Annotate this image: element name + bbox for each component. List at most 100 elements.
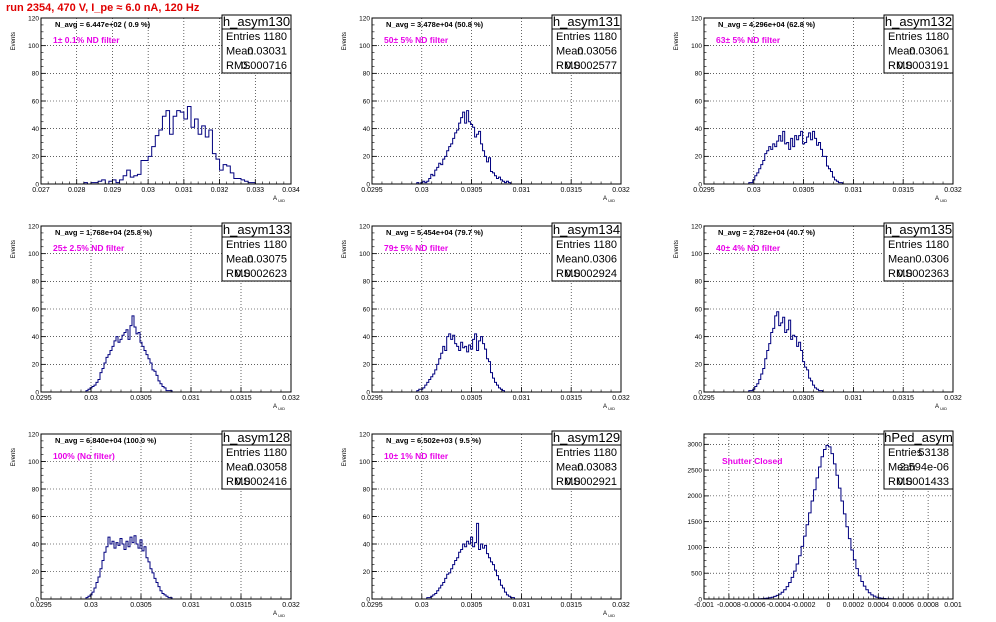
x-tick-label: 0.0295	[361, 395, 383, 402]
stats-label: RMS	[556, 268, 580, 280]
x-tick-label: 0.0295	[361, 602, 383, 609]
stats-box-frame	[221, 430, 292, 490]
stats-value: 0.03056	[577, 46, 617, 58]
x-tick-label: 0.032	[612, 602, 630, 609]
y-tick-label: 100	[28, 459, 39, 466]
x-tick-label: 0.0315	[230, 395, 252, 402]
y-tick-label: 100	[28, 251, 39, 258]
y-tick-label: 60	[32, 98, 40, 105]
x-axis-title: A UID	[935, 196, 947, 203]
x-tick-label: 0.032	[282, 395, 300, 402]
histogram-panel-h_asym129: 0 20 40 60 80 100 120 0.0295 0.03 0.0305 0.031 0.03…	[342, 430, 630, 618]
x-tick-label: 0.0305	[793, 187, 815, 194]
y-tick-label: 0	[35, 389, 39, 396]
x-axis-title: A UID	[603, 196, 615, 203]
y-tick-label: 0	[366, 596, 370, 603]
x-tick-label: 0.032	[211, 187, 229, 194]
x-tick-label: 0.031	[513, 602, 531, 609]
y-tick-label: 60	[695, 306, 703, 313]
x-tick-label: 0.028	[68, 187, 86, 194]
x-tick-label: 0.032	[612, 187, 630, 194]
histogram-panel-h_asym134: 0 20 40 60 80 100 120 0.0295 0.03 0.0305 0.031 0.03…	[342, 222, 630, 411]
n-avg-label: N_avg = 4.296e+04 (62.8 %)	[718, 20, 816, 29]
y-tick-label: 0	[698, 389, 702, 396]
y-tick-label: 1000	[688, 545, 703, 552]
histogram-name: h_asym129	[553, 430, 620, 445]
stats-value: 53138	[918, 447, 949, 459]
x-tick-label: 0.031	[513, 395, 531, 402]
filter-annotation: 63± 5% ND filter	[716, 35, 781, 45]
stats-value: 0.000716	[241, 60, 287, 72]
y-tick-label: 40	[695, 126, 703, 133]
x-tick-label: 0.0305	[130, 602, 152, 609]
x-tick-label: 0.029	[104, 187, 122, 194]
stats-label: RMS	[888, 476, 912, 488]
y-tick-label: 80	[363, 279, 371, 286]
y-tick-label: 40	[363, 334, 371, 341]
y-tick-label: 0	[366, 181, 370, 188]
x-axis-title-subscript: UID	[277, 613, 285, 618]
x-axis-title-subscript: UID	[607, 613, 615, 618]
n-avg-label: N_avg = 6.840e+04 (100.0 %)	[55, 436, 157, 445]
n-avg-label: N_avg = 5.454e+04 (79.7 %)	[386, 228, 484, 237]
histogram-panel-h_asym131: 0 20 40 60 80 100 120 0.0295 0.03 0.0305 0.031 0.03…	[342, 14, 630, 203]
histogram-name: h_asym133	[223, 222, 290, 237]
x-tick-label: 0.0295	[361, 187, 383, 194]
y-tick-label: 2500	[688, 467, 703, 474]
x-tick-label: 0.0295	[693, 187, 715, 194]
y-tick-label: 500	[691, 571, 702, 578]
stats-value: 0.0002363	[897, 268, 949, 280]
stats-label: Entries	[556, 447, 591, 459]
histogram-panel-h_asym128: 0 20 40 60 80 100 120 0.0295 0.03 0.0305 0.031 0.03…	[11, 430, 300, 618]
histogram-name: h_asym132	[885, 14, 952, 29]
y-tick-label: 40	[695, 334, 703, 341]
stats-box-frame	[551, 430, 622, 490]
stats-value: 0.0002623	[235, 268, 287, 280]
y-tick-label: 40	[32, 334, 40, 341]
x-tick-label: 0.0008	[917, 602, 939, 609]
y-tick-label: 80	[695, 279, 703, 286]
n-avg-label: N_avg = 1.768e+04 (25.8 %)	[55, 228, 153, 237]
x-tick-label: 0.031	[845, 395, 863, 402]
y-tick-label: 0	[698, 596, 702, 603]
x-tick-label: 0.03	[141, 187, 155, 194]
x-tick-label: 0.027	[32, 187, 50, 194]
stats-value: 1180	[593, 31, 617, 43]
y-tick-label: 120	[691, 223, 702, 230]
stats-label: RMS	[226, 476, 250, 488]
run-title: run 2354, 470 V, I_pe ≈ 6.0 nA, 120 Hz	[6, 2, 200, 14]
y-tick-label: 80	[32, 486, 40, 493]
x-tick-label: 0.0295	[693, 395, 715, 402]
x-tick-label: 0.0315	[892, 187, 914, 194]
y-axis-title: Events	[674, 240, 680, 258]
histogram-panel-h_asym135: 0 20 40 60 80 100 120 0.0295 0.03 0.0305 0.031 0.03…	[674, 222, 962, 411]
y-axis-title: Events	[342, 240, 348, 258]
stats-label: RMS	[556, 476, 580, 488]
y-axis-title: Events	[674, 32, 680, 50]
stats-label: Mean	[226, 462, 254, 474]
x-axis-title-subscript: UID	[277, 198, 285, 203]
stats-value: 0.0002924	[565, 268, 617, 280]
y-tick-label: 100	[28, 43, 39, 50]
stats-label: Entries	[226, 239, 261, 251]
y-tick-label: 20	[32, 362, 40, 369]
x-axis-title: A UID	[273, 404, 285, 411]
y-tick-label: 100	[691, 251, 702, 258]
x-tick-label: 0.033	[247, 187, 265, 194]
stats-value: 1180	[263, 31, 287, 43]
stats-box: h_asym135 Entries 1180 Mean 0.0306RMS0.00023…	[883, 222, 954, 282]
stats-value: 1180	[593, 239, 617, 251]
y-tick-label: 100	[359, 251, 370, 258]
x-tick-label: 0.0305	[130, 395, 152, 402]
stats-value: 0.03075	[247, 254, 287, 266]
stats-label: Mean	[556, 462, 584, 474]
x-tick-label: 0.03	[415, 602, 429, 609]
y-tick-label: 2000	[688, 493, 703, 500]
x-tick-label: 0.03	[84, 395, 98, 402]
stats-box-frame	[221, 14, 292, 74]
histogram-line	[426, 522, 523, 600]
x-tick-label: 0.032	[282, 602, 300, 609]
